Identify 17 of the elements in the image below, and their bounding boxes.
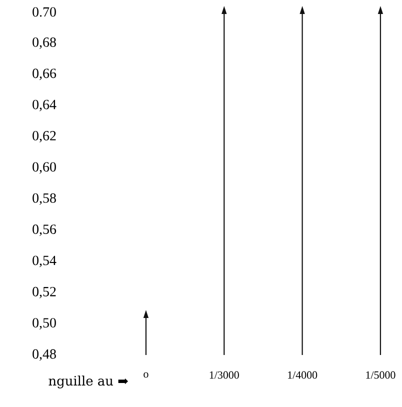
y-tick-label: 0,54 bbox=[32, 256, 56, 268]
x-tick-label: 1/5000 bbox=[366, 371, 396, 379]
x-axis-title: nguille au ➡ bbox=[48, 376, 128, 388]
x-tick-label: o bbox=[144, 372, 148, 378]
y-tick-label: 0,66 bbox=[32, 68, 56, 80]
y-tick-label: 0,52 bbox=[32, 286, 56, 298]
y-tick-label: 0,68 bbox=[32, 37, 56, 49]
y-tick-label: 0,64 bbox=[32, 100, 56, 112]
y-tick-label: 0,48 bbox=[32, 349, 56, 361]
y-tick-label: 0,50 bbox=[32, 318, 56, 330]
y-tick-label: 0,60 bbox=[32, 162, 56, 174]
x-tick-label: 1/4000 bbox=[288, 371, 318, 379]
y-tick-label: 0.70 bbox=[32, 7, 56, 17]
x-tick-label: 1/3000 bbox=[210, 371, 239, 379]
y-tick-label: 0,56 bbox=[32, 224, 56, 236]
y-tick-label: 0,62 bbox=[32, 131, 56, 142]
y-tick-label: 0,58 bbox=[32, 193, 56, 205]
